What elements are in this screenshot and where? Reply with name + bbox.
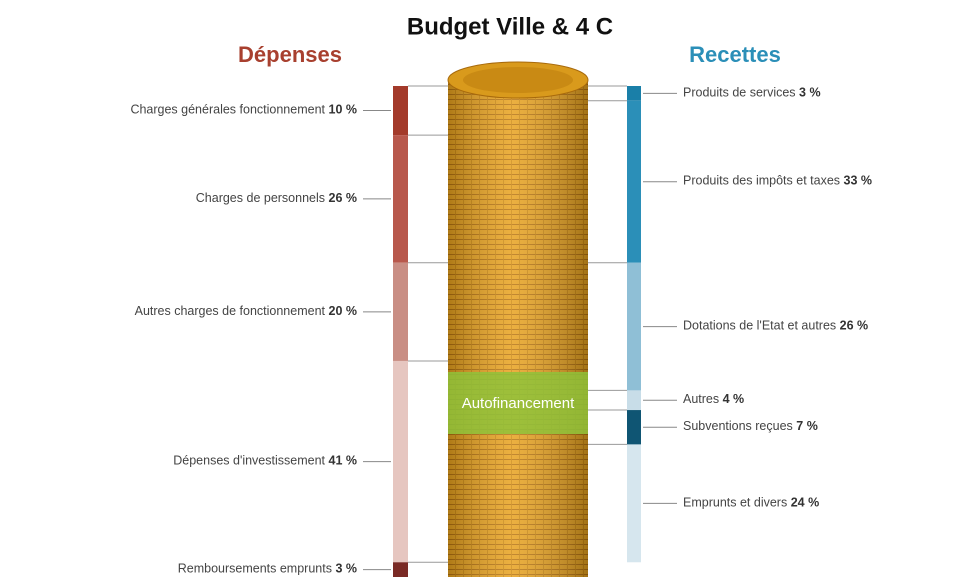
segment-label: Charges générales fonctionnement 10 %	[130, 103, 357, 117]
category: Dépenses d'investissement	[173, 454, 325, 468]
segment	[393, 263, 408, 361]
segment	[393, 361, 408, 562]
value-label: 10 %	[329, 103, 358, 117]
category: Charges de personnels	[196, 191, 325, 205]
value-label: 20 %	[329, 304, 358, 318]
category: Emprunts et divers	[683, 496, 787, 510]
segment	[627, 86, 641, 101]
segment	[627, 263, 641, 391]
segment	[627, 410, 641, 444]
category: Dotations de l'Etat et autres	[683, 319, 836, 333]
segment	[627, 390, 641, 410]
segment-label: Charges de personnels 26 %	[196, 191, 357, 205]
segment-label: Dépenses d'investissement 41 %	[173, 454, 357, 468]
category: Charges générales fonctionnement	[130, 103, 325, 117]
value-label: 24 %	[791, 496, 820, 510]
annotation: Autofinancement	[462, 395, 575, 412]
segment-label: Autres charges de fonctionnement 20 %	[135, 304, 357, 318]
value-label: 26 %	[329, 191, 358, 205]
category: Produits des impôts et taxes	[683, 174, 840, 188]
segment	[393, 86, 408, 135]
category: Subventions reçues	[683, 420, 793, 434]
title: Budget Ville & 4 C	[407, 13, 613, 40]
segment-label: Produits de services 3 %	[683, 86, 821, 100]
segment	[627, 444, 641, 562]
segment	[393, 135, 408, 263]
segment	[393, 562, 408, 577]
category: Produits de services	[683, 86, 796, 100]
segment	[627, 101, 641, 263]
chart: Autofinancement Budget Ville & 4 C Dépen…	[0, 0, 966, 577]
coin-stack	[448, 62, 588, 577]
segment-label: Autres 4 %	[683, 393, 744, 407]
value-label: 3 %	[335, 562, 357, 576]
segment-label: Subventions reçues 7 %	[683, 420, 818, 434]
page: Autofinancement Budget Ville & 4 C Dépen…	[0, 0, 966, 577]
category: Autres charges de fonctionnement	[135, 304, 326, 318]
value-label: 33 %	[844, 174, 873, 188]
value-label: 7 %	[796, 420, 818, 434]
segment-label: Emprunts et divers 24 %	[683, 496, 819, 510]
segment-label: Dotations de l'Etat et autres 26 %	[683, 319, 868, 333]
segment-label: Remboursements emprunts 3 %	[178, 562, 357, 576]
category: Autres	[683, 393, 719, 407]
group-title: Recettes	[689, 42, 781, 67]
group-title: Dépenses	[238, 42, 342, 67]
value-label: 26 %	[840, 319, 869, 333]
category: Remboursements emprunts	[178, 562, 332, 576]
value-label: 41 %	[329, 454, 358, 468]
value-label: 3 %	[799, 86, 821, 100]
segment-label: Produits des impôts et taxes 33 %	[683, 174, 872, 188]
value-label: 4 %	[723, 393, 745, 407]
